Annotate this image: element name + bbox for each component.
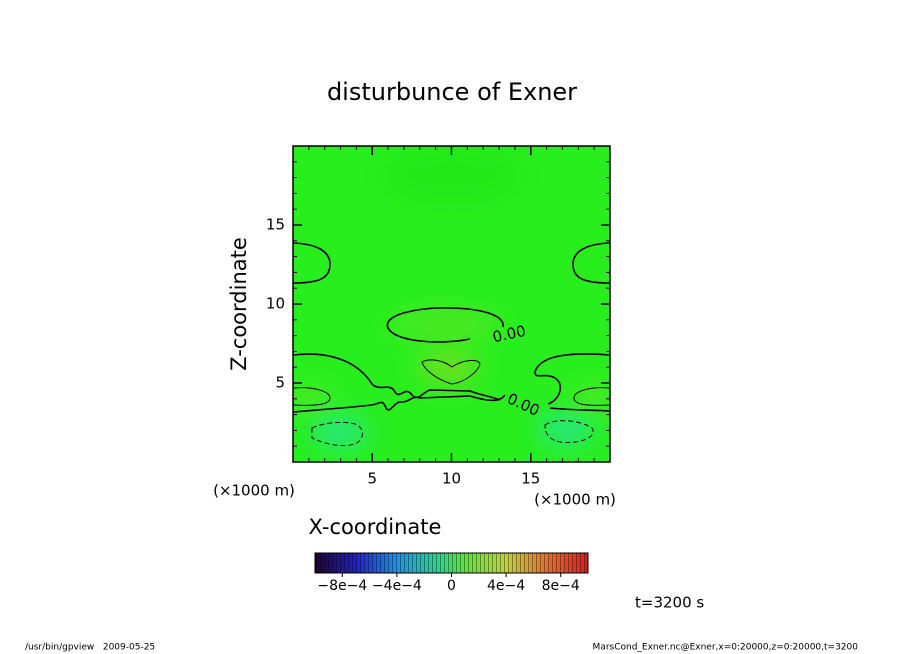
y-tick-label: 15 [266, 216, 285, 234]
contour-line [311, 421, 363, 447]
footer-left: /usr/bin/gpview 2009-05-25 [25, 643, 155, 653]
contour-line [544, 420, 594, 443]
contour-line [293, 242, 331, 284]
colorbar-tick-label: −8e−4 [317, 578, 367, 594]
contour-line [572, 242, 610, 284]
x-unit: (×1000 m) [534, 491, 616, 509]
field: 0.00 0.00 [293, 146, 610, 462]
colorbar-tick-label: −4e−4 [372, 578, 422, 594]
y-axis-label: Z-coordinate [227, 237, 251, 371]
x-axis-label: X-coordinate [309, 515, 442, 539]
contour-line [293, 387, 331, 406]
x-tick-label: 10 [442, 470, 461, 488]
colorbar-tick-label: 0 [447, 578, 456, 594]
y-tick-label: 5 [275, 374, 285, 392]
contour-line [549, 407, 610, 412]
x-tick-label: 15 [521, 470, 540, 488]
chart-title: disturbunce of Exner [327, 78, 577, 106]
colorbar-frame [314, 552, 589, 574]
y-unit: (×1000 m) [213, 482, 295, 500]
y-tick-label: 10 [266, 295, 285, 313]
contour-line [421, 359, 481, 385]
x-tick-label: 5 [367, 470, 377, 488]
contour-line [573, 387, 610, 406]
colorbar-tick-label: 8e−4 [542, 578, 580, 594]
contours [293, 242, 610, 447]
time-label: t=3200 s [635, 594, 704, 612]
contour-line [293, 394, 506, 413]
footer-right: MarsCond_Exner.nc@Exner,x=0:20000,z=0:20… [593, 643, 859, 653]
contour-line [534, 353, 610, 405]
colorbar-tick-label: 4e−4 [487, 578, 525, 594]
contour-line [386, 307, 504, 343]
contour-line [293, 353, 501, 401]
